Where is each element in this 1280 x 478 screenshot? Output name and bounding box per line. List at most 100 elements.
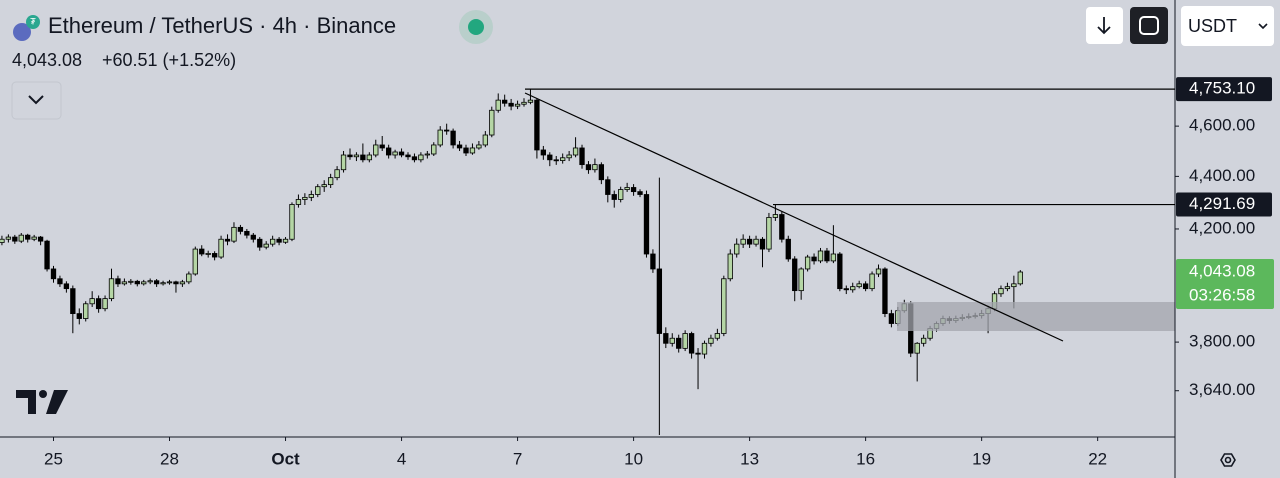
candle-body (540, 149, 547, 156)
zone-box (897, 302, 1175, 331)
settings-button[interactable] (1220, 453, 1236, 467)
header-change: +60.51 (+1.52%) (102, 50, 236, 70)
candle-body (70, 288, 76, 315)
candle-body (366, 154, 372, 161)
candle-body (231, 226, 237, 242)
candle-body (830, 253, 837, 262)
candle-body (308, 194, 314, 198)
candle-body (398, 151, 405, 156)
y-tick-label: 4,600.00 (1189, 116, 1255, 135)
candle-body (998, 288, 1004, 295)
candle-body (643, 194, 650, 255)
candle-body (843, 288, 849, 291)
candle-body (424, 153, 430, 156)
last-price-tag (1176, 259, 1274, 310)
candle-body (1011, 283, 1017, 288)
candle-body (321, 184, 327, 188)
candle-body (282, 238, 289, 243)
download-button[interactable] (1086, 7, 1123, 44)
candle-body (89, 298, 95, 305)
candle-body (804, 256, 811, 270)
candle-body (373, 144, 379, 156)
candle-body (95, 298, 102, 310)
candle-body (714, 333, 721, 339)
collapse-button[interactable] (11, 81, 62, 120)
candle-body (115, 278, 121, 285)
candle-body (121, 281, 128, 285)
candle-body (392, 151, 398, 156)
candle-body (476, 144, 482, 149)
candle-body (527, 99, 534, 103)
candle-body (295, 199, 302, 205)
candle-body (837, 253, 843, 290)
candle-body (25, 234, 31, 240)
candle-body (824, 250, 830, 262)
y-tick-label: 3,640.00 (1189, 380, 1255, 399)
currency-label: USDT (1188, 16, 1237, 36)
plot-area (0, 89, 1023, 436)
candle-body (734, 243, 740, 255)
x-tick-label: 4 (397, 449, 406, 468)
fullscreen-button[interactable] (1130, 7, 1168, 44)
candle-body (882, 268, 888, 315)
candle-body (708, 337, 714, 344)
candle-body (327, 177, 334, 186)
candle-body (772, 214, 779, 218)
candle-body (5, 236, 12, 240)
candle-body (585, 164, 592, 171)
candle-body (108, 278, 115, 300)
candle-body (508, 102, 514, 107)
candle-body (701, 342, 708, 355)
candle-body (759, 238, 766, 250)
candle-body (205, 253, 211, 255)
candle-body (482, 134, 488, 146)
candle-body (553, 159, 559, 162)
candle-body (237, 226, 244, 232)
tv-logo (16, 390, 68, 414)
candle-body (856, 283, 862, 288)
candle-body (83, 303, 89, 319)
price-line-tag (1176, 192, 1272, 217)
candle-body (875, 268, 882, 275)
candle-body (746, 238, 753, 245)
candle-body (862, 283, 869, 290)
candle-body (386, 147, 392, 156)
price-line-label: 4,291.69 (1189, 194, 1255, 213)
candle-body (334, 169, 340, 179)
candle-body (547, 154, 553, 161)
currency-dropdown[interactable]: USDT (1181, 6, 1274, 46)
candle-body (888, 313, 895, 324)
candle-body (489, 109, 495, 136)
candle-body (147, 280, 153, 283)
candle-body (656, 268, 663, 334)
candle-body (598, 164, 605, 181)
candle-body (611, 194, 617, 200)
candle-body (637, 191, 643, 195)
candle-body (572, 147, 579, 156)
price-line-tag (1176, 77, 1272, 102)
candle-body (179, 281, 186, 285)
x-tick-label: 28 (160, 449, 179, 468)
candle-body (102, 298, 108, 310)
candle-body (315, 186, 321, 195)
candle-body (411, 156, 418, 161)
candle-body (688, 333, 695, 354)
candle-body (1004, 286, 1011, 290)
svg-text:₮: ₮ (30, 16, 36, 26)
candle-body (37, 236, 44, 242)
candle-body (456, 144, 463, 149)
candle-body (153, 280, 160, 285)
symbol-logo: ₮ (13, 15, 40, 41)
candle-body (224, 238, 231, 242)
candle-body (663, 333, 669, 344)
candle-body (192, 248, 198, 275)
candle-body (502, 99, 508, 104)
x-tick-label: 10 (624, 449, 643, 468)
candle-body (695, 352, 701, 355)
candle-body (1017, 271, 1023, 285)
candle-body (727, 253, 733, 280)
candle-body (437, 129, 443, 146)
candle-body (31, 236, 37, 240)
candle-body (199, 248, 205, 255)
candle-body (624, 187, 630, 190)
